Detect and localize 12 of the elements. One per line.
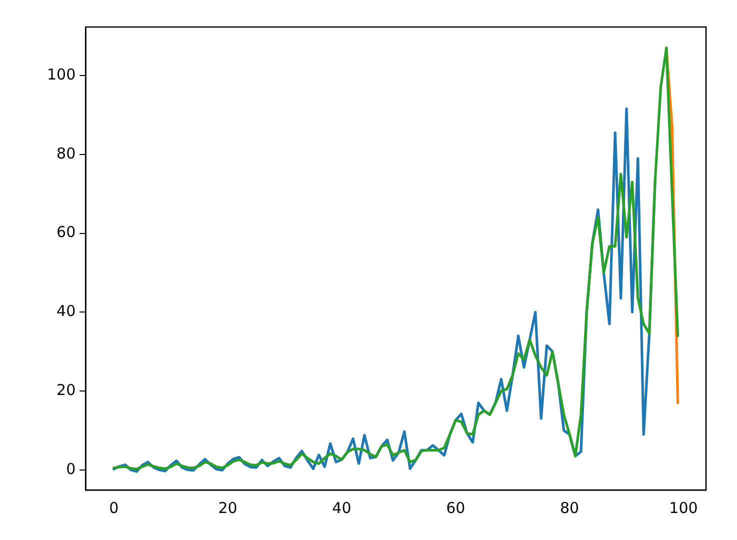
- y-tick-label: 80: [56, 144, 76, 162]
- x-tick-label: 60: [446, 498, 466, 517]
- x-tick-label: 0: [109, 498, 119, 517]
- x-tick-label: 40: [332, 498, 352, 517]
- x-tick-label: 80: [560, 498, 580, 517]
- y-tick-label: 40: [56, 302, 76, 320]
- x-tick-label: 100: [669, 498, 698, 517]
- y-tick-label: 0: [66, 460, 76, 478]
- x-tick-label: 20: [218, 498, 238, 517]
- y-tick-label: 60: [56, 223, 76, 242]
- y-tick-label: 100: [46, 65, 76, 84]
- y-tick-label: 20: [56, 380, 76, 399]
